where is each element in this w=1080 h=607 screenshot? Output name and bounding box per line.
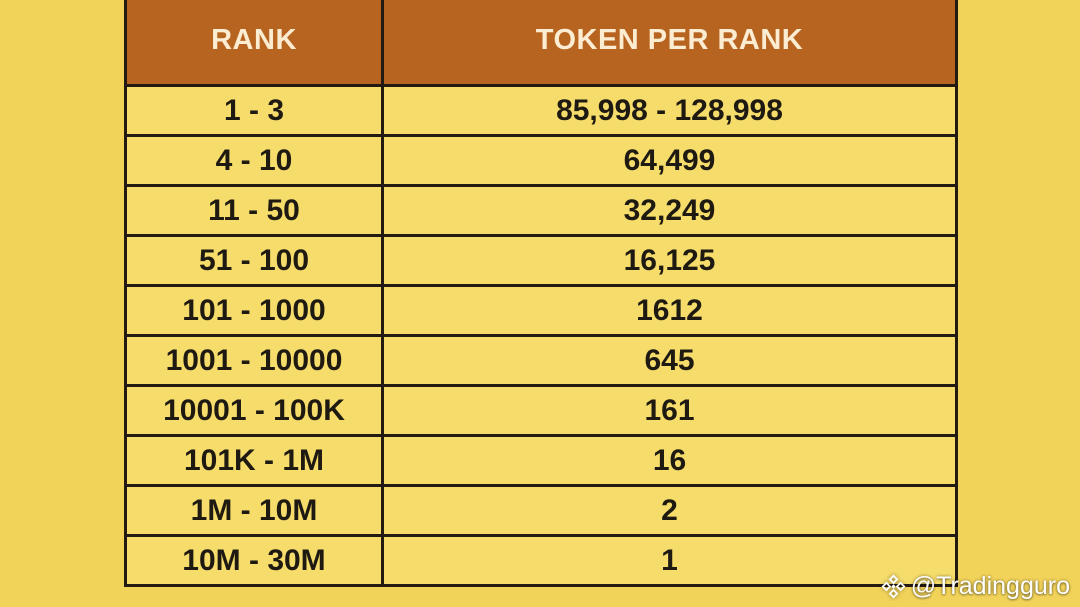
- token-cell: 161: [381, 384, 958, 437]
- table-row: 51 - 100 16,125: [124, 234, 958, 287]
- rank-cell: 10M - 30M: [124, 534, 384, 587]
- rank-cell: 1M - 10M: [124, 484, 384, 537]
- table-header: RANK TOKEN PER RANK: [124, 0, 958, 87]
- token-cell: 1: [381, 534, 958, 587]
- table-row: 10001 - 100K 161: [124, 384, 958, 437]
- table-row: 4 - 10 64,499: [124, 134, 958, 187]
- table-row: 11 - 50 32,249: [124, 184, 958, 237]
- table-row: 101K - 1M 16: [124, 434, 958, 487]
- token-column-header: TOKEN PER RANK: [381, 0, 958, 87]
- watermark: @Tradingguro: [880, 572, 1070, 601]
- table-row: 101 - 1000 1612: [124, 284, 958, 337]
- header-row: RANK TOKEN PER RANK: [124, 0, 958, 87]
- table-row: 1M - 10M 2: [124, 484, 958, 537]
- rank-reward-table: RANK TOKEN PER RANK 1 - 3 85,998 - 128,9…: [124, 0, 958, 587]
- token-cell: 85,998 - 128,998: [381, 84, 958, 137]
- rank-column-header: RANK: [124, 0, 384, 87]
- token-cell: 64,499: [381, 134, 958, 187]
- token-cell: 16,125: [381, 234, 958, 287]
- rank-cell: 4 - 10: [124, 134, 384, 187]
- rank-cell: 1 - 3: [124, 84, 384, 137]
- rank-cell: 51 - 100: [124, 234, 384, 287]
- rank-cell: 1001 - 10000: [124, 334, 384, 387]
- token-cell: 2: [381, 484, 958, 537]
- token-cell: 32,249: [381, 184, 958, 237]
- table-row: 1 - 3 85,998 - 128,998: [124, 84, 958, 137]
- rank-cell: 101K - 1M: [124, 434, 384, 487]
- table-body: 1 - 3 85,998 - 128,998 4 - 10 64,499 11 …: [124, 84, 958, 587]
- token-cell: 645: [381, 334, 958, 387]
- token-cell: 1612: [381, 284, 958, 337]
- table-row: 1001 - 10000 645: [124, 334, 958, 387]
- table-row: 10M - 30M 1: [124, 534, 958, 587]
- rank-cell: 10001 - 100K: [124, 384, 384, 437]
- rank-cell: 101 - 1000: [124, 284, 384, 337]
- binance-logo-icon: [881, 574, 906, 599]
- watermark-handle: @Tradingguro: [910, 572, 1070, 600]
- rank-cell: 11 - 50: [124, 184, 384, 237]
- token-cell: 16: [381, 434, 958, 487]
- rank-table: RANK TOKEN PER RANK 1 - 3 85,998 - 128,9…: [124, 0, 958, 587]
